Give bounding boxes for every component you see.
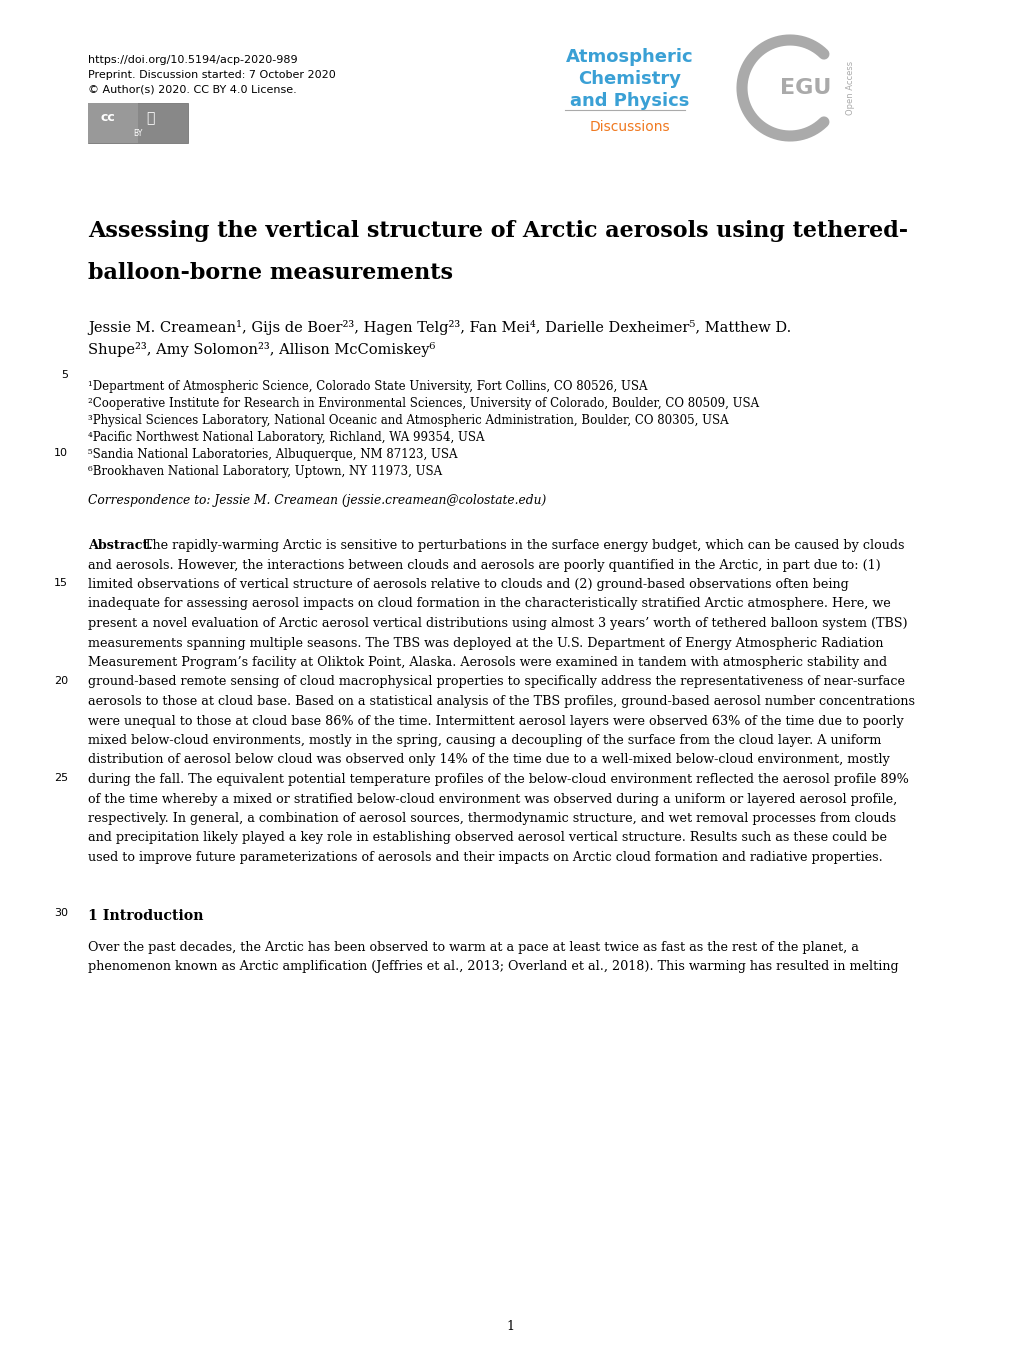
Text: ⁵Sandia National Laboratories, Albuquerque, NM 87123, USA: ⁵Sandia National Laboratories, Albuquerq…: [88, 448, 458, 461]
Text: ²Cooperative Institute for Research in Environmental Sciences, University of Col: ²Cooperative Institute for Research in E…: [88, 397, 758, 410]
Text: distribution of aerosol below cloud was observed only 14% of the time due to a w: distribution of aerosol below cloud was …: [88, 753, 889, 767]
Bar: [88, 104, 187, 143]
Text: and Physics: and Physics: [570, 91, 689, 110]
Text: ⁶Brookhaven National Laboratory, Uptown, NY 11973, USA: ⁶Brookhaven National Laboratory, Uptown,…: [88, 465, 441, 477]
Text: 10: 10: [54, 448, 68, 459]
Text: Chemistry: Chemistry: [578, 70, 681, 87]
Text: used to improve future parameterizations of aerosols and their impacts on Arctic: used to improve future parameterizations…: [88, 851, 881, 863]
Text: 1: 1: [505, 1319, 514, 1333]
Text: ³Physical Sciences Laboratory, National Oceanic and Atmospheric Administration, : ³Physical Sciences Laboratory, National …: [88, 414, 728, 426]
Text: EGU: EGU: [780, 78, 830, 98]
Text: during the fall. The equivalent potential temperature profiles of the below-clou: during the fall. The equivalent potentia…: [88, 773, 908, 785]
Text: respectively. In general, a combination of aerosol sources, thermodynamic struct: respectively. In general, a combination …: [88, 812, 896, 824]
Text: 20: 20: [54, 675, 68, 686]
Text: present a novel evaluation of Arctic aerosol vertical distributions using almost: present a novel evaluation of Arctic aer…: [88, 617, 907, 629]
Text: Abstract.: Abstract.: [88, 539, 153, 551]
Text: 25: 25: [54, 773, 68, 783]
Text: Measurement Program’s facility at Oliktok Point, Alaska. Aerosols were examined : Measurement Program’s facility at Olikto…: [88, 656, 887, 668]
Text: and aerosols. However, the interactions between clouds and aerosols are poorly q: and aerosols. However, the interactions …: [88, 558, 879, 572]
Text: https://doi.org/10.5194/acp-2020-989: https://doi.org/10.5194/acp-2020-989: [88, 55, 298, 65]
Text: phenomenon known as Arctic amplification (Jeffries et al., 2013; Overland et al.: phenomenon known as Arctic amplification…: [88, 960, 898, 972]
Text: and precipitation likely played a key role in establishing observed aerosol vert: and precipitation likely played a key ro…: [88, 831, 887, 845]
Text: BY: BY: [132, 129, 143, 139]
Text: ¹Department of Atmospheric Science, Colorado State University, Fort Collins, CO : ¹Department of Atmospheric Science, Colo…: [88, 381, 647, 393]
Text: 5: 5: [61, 370, 68, 381]
Text: Assessing the vertical structure of Arctic aerosols using tethered-: Assessing the vertical structure of Arct…: [88, 221, 907, 242]
Text: ground-based remote sensing of cloud macrophysical properties to specifically ad: ground-based remote sensing of cloud mac…: [88, 675, 904, 689]
Bar: [88, 104, 138, 143]
Text: Atmospheric: Atmospheric: [566, 48, 693, 66]
Text: measurements spanning multiple seasons. The TBS was deployed at the U.S. Departm: measurements spanning multiple seasons. …: [88, 636, 882, 650]
Text: of the time whereby a mixed or stratified below-cloud environment was observed d: of the time whereby a mixed or stratifie…: [88, 792, 897, 806]
Text: ⁴Pacific Northwest National Laboratory, Richland, WA 99354, USA: ⁴Pacific Northwest National Laboratory, …: [88, 430, 484, 444]
Text: Shupe²³, Amy Solomon²³, Allison McComiskey⁶: Shupe²³, Amy Solomon²³, Allison McComisk…: [88, 342, 435, 356]
Text: were unequal to those at cloud base 86% of the time. Intermittent aerosol layers: were unequal to those at cloud base 86% …: [88, 714, 903, 728]
Text: 30: 30: [54, 908, 68, 919]
Text: limited observations of vertical structure of aerosols relative to clouds and (2: limited observations of vertical structu…: [88, 578, 848, 590]
Text: Discussions: Discussions: [589, 120, 669, 134]
Text: balloon-borne measurements: balloon-borne measurements: [88, 262, 452, 284]
Text: Open Access: Open Access: [845, 61, 854, 116]
Text: Preprint. Discussion started: 7 October 2020: Preprint. Discussion started: 7 October …: [88, 70, 335, 79]
Text: Jessie M. Creamean¹, Gijs de Boer²³, Hagen Telg²³, Fan Mei⁴, Darielle Dexheimer⁵: Jessie M. Creamean¹, Gijs de Boer²³, Hag…: [88, 320, 791, 335]
Text: © Author(s) 2020. CC BY 4.0 License.: © Author(s) 2020. CC BY 4.0 License.: [88, 85, 297, 95]
Text: aerosols to those at cloud base. Based on a statistical analysis of the TBS prof: aerosols to those at cloud base. Based o…: [88, 695, 914, 707]
Text: Over the past decades, the Arctic has been observed to warm at a pace at least t: Over the past decades, the Arctic has be…: [88, 940, 858, 954]
Text: Correspondence to: Jessie M. Creamean (jessie.creamean@colostate.edu): Correspondence to: Jessie M. Creamean (j…: [88, 494, 546, 507]
Text: 15: 15: [54, 578, 68, 588]
Text: 1 Introduction: 1 Introduction: [88, 908, 204, 923]
Text: cc: cc: [101, 112, 115, 124]
Text: ⓘ: ⓘ: [146, 112, 154, 125]
Text: mixed below-cloud environments, mostly in the spring, causing a decoupling of th: mixed below-cloud environments, mostly i…: [88, 734, 880, 746]
Text: The rapidly-warming Arctic is sensitive to perturbations in the surface energy b: The rapidly-warming Arctic is sensitive …: [140, 539, 904, 551]
Text: inadequate for assessing aerosol impacts on cloud formation in the characteristi: inadequate for assessing aerosol impacts…: [88, 597, 890, 611]
